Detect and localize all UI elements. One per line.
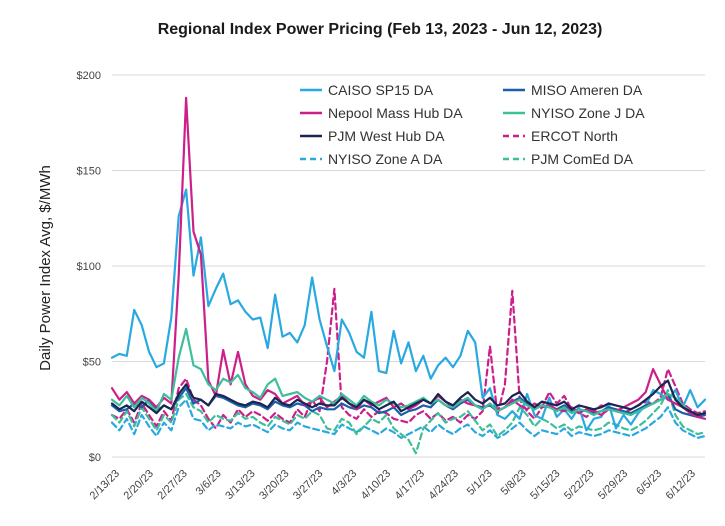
y-axis-ticks: $0 $50 $100 $150 $200 bbox=[77, 70, 101, 464]
x-axis-ticks: 2/13/23 2/20/23 2/27/23 3/6/23 3/13/23 3/20/2… bbox=[88, 468, 698, 502]
x-tick-label: 2/20/23 bbox=[122, 468, 156, 502]
series-line-pjm-comed-da bbox=[110, 389, 707, 455]
legend: CAISO SP15 DA MISO Ameren DA Nepool Mass H… bbox=[300, 82, 645, 167]
x-tick-label: 4/10/23 bbox=[359, 468, 393, 502]
legend-label: CAISO SP15 DA bbox=[328, 82, 434, 98]
series-line-nyiso-zone-a-da bbox=[110, 398, 707, 439]
legend-label: NYISO Zone A DA bbox=[328, 151, 443, 167]
gridlines bbox=[112, 74, 705, 458]
x-tick-label: 5/22/23 bbox=[562, 468, 596, 502]
x-tick-label: 2/13/23 bbox=[88, 468, 122, 502]
y-tick-label: $0 bbox=[89, 452, 101, 464]
legend-label: NYISO Zone J DA bbox=[531, 105, 645, 121]
x-tick-label: 3/27/23 bbox=[291, 468, 325, 502]
x-tick-label: 2/27/23 bbox=[155, 468, 189, 502]
series-line-nyiso-zone-j-da bbox=[110, 327, 707, 417]
chart-title: Regional Index Power Pricing (Feb 13, 20… bbox=[158, 21, 603, 38]
series-lines bbox=[110, 96, 707, 455]
x-tick-label: 5/1/23 bbox=[465, 468, 495, 498]
x-tick-label: 5/15/23 bbox=[528, 468, 562, 502]
x-tick-label: 5/29/23 bbox=[596, 468, 630, 502]
legend-label: PJM West Hub DA bbox=[328, 128, 445, 144]
x-tick-label: 5/8/23 bbox=[499, 468, 529, 498]
x-tick-label: 4/24/23 bbox=[427, 468, 461, 502]
x-tick-label: 3/20/23 bbox=[257, 468, 291, 502]
y-tick-label: $200 bbox=[77, 70, 101, 82]
y-axis-label: Daily Power Index Avg, $/MWh bbox=[37, 165, 54, 371]
x-tick-label: 3/13/23 bbox=[223, 468, 257, 502]
series-line-caiso-sp15-da bbox=[110, 188, 707, 432]
y-tick-label: $150 bbox=[77, 166, 101, 178]
series-line-pjm-west-hub-da bbox=[110, 379, 707, 417]
legend-label: ERCOT North bbox=[531, 128, 618, 144]
x-tick-label: 4/3/23 bbox=[329, 468, 359, 498]
x-tick-label: 6/5/23 bbox=[634, 468, 664, 498]
legend-label: PJM ComEd DA bbox=[531, 151, 634, 167]
y-tick-label: $100 bbox=[77, 261, 101, 273]
legend-label: MISO Ameren DA bbox=[531, 82, 643, 98]
x-tick-label: 6/12/23 bbox=[664, 468, 698, 502]
legend-label: Nepool Mass Hub DA bbox=[328, 105, 463, 121]
x-tick-label: 4/17/23 bbox=[393, 468, 427, 502]
x-tick-label: 3/6/23 bbox=[194, 468, 224, 498]
y-tick-label: $50 bbox=[83, 357, 101, 369]
